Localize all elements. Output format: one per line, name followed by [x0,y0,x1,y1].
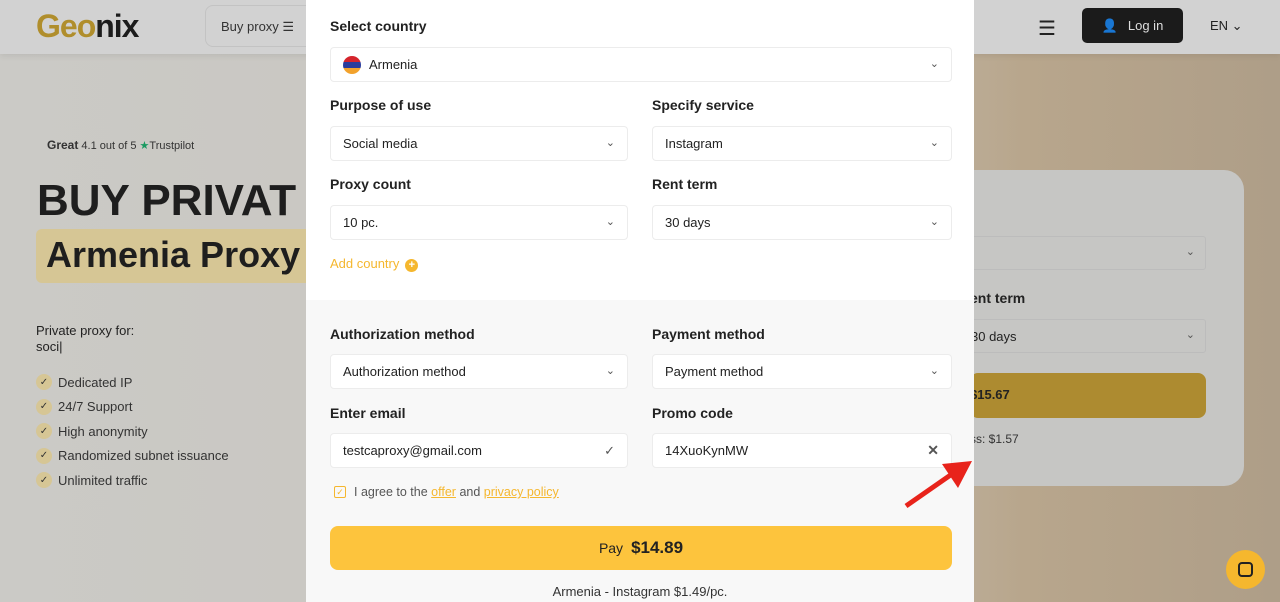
chevron-down-icon: ⌄ [929,137,939,149]
check-icon: ✓ [36,423,52,440]
check-icon: ✓ [36,374,52,391]
pay-button[interactable]: Pay $14.89 [330,526,952,570]
add-country-button[interactable]: Add country + [330,256,419,272]
email-label: Enter email [330,405,406,421]
bg-select[interactable]: ⌄ [970,236,1206,270]
background-order-card: ⌄ ent term 30 days ⌄ $15.67 ss: $1.57 [940,170,1244,486]
armenia-flag-icon [343,55,361,74]
count-select[interactable]: 10 pc. ⌄ [330,205,628,240]
order-summary: Armenia - Instagram $1.49/pc. [552,584,728,599]
annotation-arrow-icon [904,461,972,509]
check-icon: ✓ [36,447,52,464]
offer-link[interactable]: offer [431,485,456,499]
feature-list: ✓ Dedicated IP ✓ 24/7 Support ✓ High anonym… [36,370,229,493]
clear-icon[interactable]: ✕ [927,442,939,458]
bg-less: ss: $1.57 [970,432,1019,446]
email-input[interactable]: testcaproxy@gmail.com ✓ [330,433,628,468]
feature-item: ✓ 24/7 Support [36,395,229,420]
promo-input[interactable]: 14XuoKynMW ✕ [652,433,952,468]
country-label: Select country [330,18,427,34]
purpose-select[interactable]: Social media ⌄ [330,126,628,161]
feature-item: ✓ Randomized subnet issuance [36,444,229,469]
service-label: Specify service [652,97,754,113]
chevron-down-icon: ⌄ [929,216,939,228]
bg-buy-button[interactable]: $15.67 [970,373,1206,418]
agree-checkbox[interactable]: ✓ [334,486,346,498]
term-select[interactable]: 30 days ⌄ [652,205,952,240]
feature-item: ✓ High anonymity [36,419,229,444]
chevron-down-icon: ⌄ [605,216,615,228]
chevron-down-icon: ⌄ [605,137,615,149]
feature-item: ✓ Unlimited traffic [36,468,229,493]
payment-label: Payment method [652,326,765,342]
hero-subtitle: Armenia Proxy [36,229,326,283]
purpose-label: Purpose of use [330,97,432,113]
term-label: Rent term [652,176,718,192]
order-modal: Select country Armenia ⌄ Purpose of use S… [306,0,974,602]
hero-title: BUY PRIVAT [37,176,297,225]
chevron-down-icon: ⌄ [929,58,939,70]
bg-rent-term-label: ent term [970,290,1026,306]
promo-label: Promo code [652,405,733,421]
logo[interactable]: Geonix [36,8,139,44]
check-icon: ✓ [36,472,52,489]
check-icon: ✓ [604,443,615,458]
privacy-link[interactable]: privacy policy [483,485,559,499]
login-button[interactable]: 👤 Log in [1082,8,1183,43]
trustpilot-rating: Great 4.1 out of 5 ★Trustpilot [47,138,195,152]
private-for: Private proxy for: soci| [36,323,135,354]
chevron-down-icon: ⌄ [929,365,939,377]
count-label: Proxy count [330,176,411,192]
plus-circle-icon: + [405,259,419,272]
check-icon: ✓ [36,398,52,415]
user-icon: 👤 [1101,17,1118,33]
chat-button[interactable] [1226,550,1265,589]
payment-select[interactable]: Payment method ⌄ [652,354,952,389]
feature-item: ✓ Dedicated IP [36,370,229,395]
chat-icon [1238,562,1253,577]
star-icon: ★ [139,140,150,152]
agree-row: ✓ I agree to the offer and privacy policy [334,485,559,499]
service-select[interactable]: Instagram ⌄ [652,126,952,161]
bg-rent-term[interactable]: 30 days ⌄ [970,319,1206,353]
auth-select[interactable]: Authorization method ⌄ [330,354,628,389]
chevron-down-icon: ⌄ [605,365,615,377]
menu-icon[interactable]: ☰ [1038,18,1056,40]
country-select[interactable]: Armenia ⌄ [330,47,952,82]
auth-label: Authorization method [330,326,475,342]
language-selector[interactable]: EN ⌄ [1210,18,1243,33]
